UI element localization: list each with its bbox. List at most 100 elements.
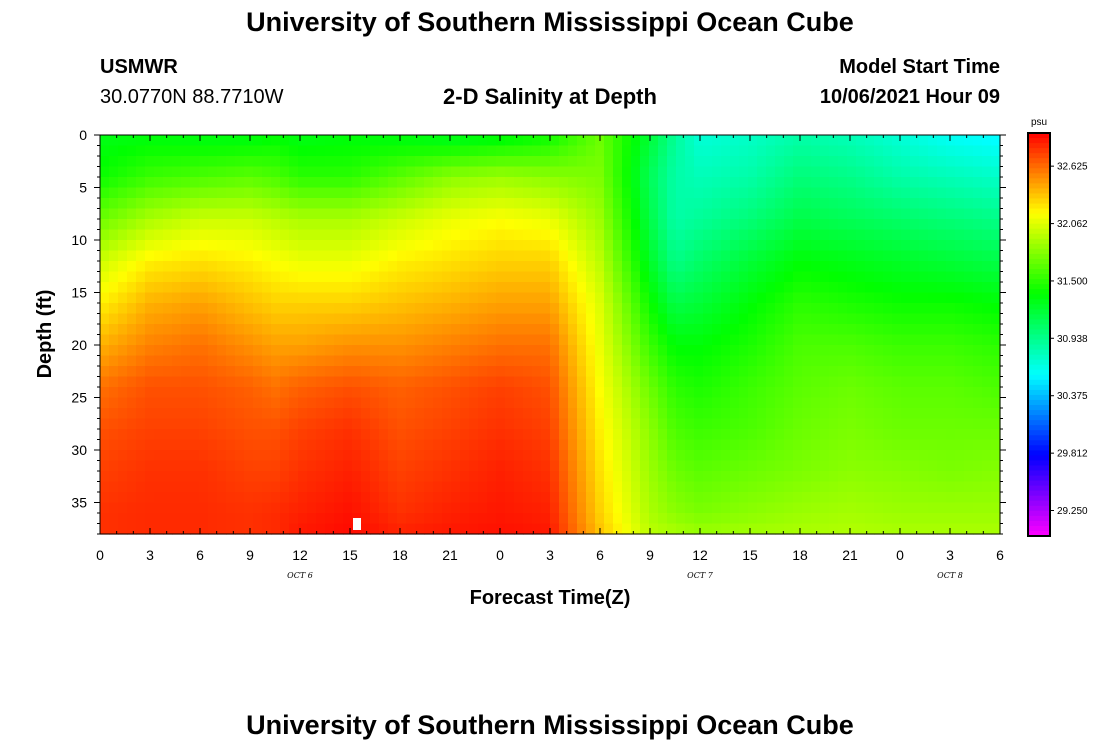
heatmap-cell xyxy=(370,250,380,262)
heatmap-cell xyxy=(199,408,209,420)
heatmap-cell xyxy=(973,513,983,525)
heatmap-cell xyxy=(964,334,974,346)
heatmap-cell xyxy=(631,408,641,420)
heatmap-cell xyxy=(271,408,281,420)
heatmap-cell xyxy=(433,229,443,241)
heatmap-cell xyxy=(730,229,740,241)
heatmap-cell xyxy=(334,523,344,535)
heatmap-cell xyxy=(586,282,596,294)
heatmap-cell xyxy=(199,439,209,451)
heatmap-cell xyxy=(163,324,173,336)
heatmap-cell xyxy=(469,397,479,409)
heatmap-cell xyxy=(352,418,362,430)
heatmap-cell xyxy=(901,229,911,241)
heatmap-cell xyxy=(208,471,218,483)
heatmap-cell xyxy=(964,376,974,388)
heatmap-cell xyxy=(982,135,992,147)
heatmap-cell xyxy=(955,345,965,357)
heatmap-cell xyxy=(838,156,848,168)
heatmap-cell xyxy=(397,208,407,220)
heatmap-cell xyxy=(298,271,308,283)
heatmap-cell xyxy=(343,240,353,252)
heatmap-cell xyxy=(271,471,281,483)
heatmap-cell xyxy=(136,166,146,178)
heatmap-cell xyxy=(649,145,659,157)
heatmap-cell xyxy=(352,471,362,483)
heatmap-cell xyxy=(622,145,632,157)
heatmap-cell xyxy=(640,177,650,189)
heatmap-cell xyxy=(982,513,992,525)
heatmap-cell xyxy=(748,145,758,157)
heatmap-cell xyxy=(586,387,596,399)
heatmap-cell xyxy=(550,292,560,304)
heatmap-cell xyxy=(199,145,209,157)
heatmap-cell xyxy=(838,145,848,157)
heatmap-cell xyxy=(739,397,749,409)
heatmap-cell xyxy=(271,429,281,441)
heatmap-cell xyxy=(964,502,974,514)
heatmap-cell xyxy=(136,513,146,525)
heatmap-cell xyxy=(199,187,209,199)
heatmap-cell xyxy=(199,345,209,357)
heatmap-cell xyxy=(919,177,929,189)
heatmap-cell xyxy=(514,313,524,325)
heatmap-cell xyxy=(298,418,308,430)
heatmap-cell xyxy=(514,387,524,399)
heatmap-cell xyxy=(829,187,839,199)
heatmap-cell xyxy=(946,376,956,388)
heatmap-cell xyxy=(478,187,488,199)
heatmap-cell xyxy=(271,292,281,304)
heatmap-cell xyxy=(550,334,560,346)
heatmap-cell xyxy=(784,387,794,399)
heatmap-cell xyxy=(307,313,317,325)
heatmap-cell xyxy=(910,418,920,430)
heatmap-cell xyxy=(712,439,722,451)
heatmap-cell xyxy=(388,460,398,472)
heatmap-cell xyxy=(559,387,569,399)
heatmap-cell xyxy=(514,250,524,262)
heatmap-cell xyxy=(199,418,209,430)
heatmap-cell xyxy=(469,271,479,283)
heatmap-cell xyxy=(145,408,155,420)
heatmap-cell xyxy=(487,303,497,315)
heatmap-cell xyxy=(892,198,902,210)
heatmap-cell xyxy=(478,429,488,441)
heatmap-cell xyxy=(451,387,461,399)
heatmap-cell xyxy=(100,187,110,199)
heatmap-cell xyxy=(757,460,767,472)
heatmap-cell xyxy=(433,282,443,294)
heatmap-cell xyxy=(838,313,848,325)
heatmap-cell xyxy=(217,208,227,220)
heatmap-cell xyxy=(775,324,785,336)
heatmap-cell xyxy=(595,156,605,168)
heatmap-cell xyxy=(523,292,533,304)
heatmap-cell xyxy=(892,303,902,315)
heatmap-cell xyxy=(793,156,803,168)
heatmap-cell xyxy=(415,187,425,199)
heatmap-cell xyxy=(514,513,524,525)
heatmap-cell xyxy=(199,387,209,399)
heatmap-cell xyxy=(793,177,803,189)
heatmap-cell xyxy=(433,145,443,157)
heatmap-cell xyxy=(505,387,515,399)
heatmap-cell xyxy=(469,166,479,178)
heatmap-cell xyxy=(658,345,668,357)
heatmap-cell xyxy=(181,345,191,357)
heatmap-cell xyxy=(550,198,560,210)
heatmap-cell xyxy=(388,439,398,451)
heatmap-cell xyxy=(658,219,668,231)
heatmap-cell xyxy=(928,492,938,504)
heatmap-cell xyxy=(883,502,893,514)
heatmap-cell xyxy=(343,177,353,189)
heatmap-cell xyxy=(523,492,533,504)
heatmap-cell xyxy=(226,450,236,462)
heatmap-cell xyxy=(658,282,668,294)
heatmap-cell xyxy=(658,313,668,325)
heatmap-cell xyxy=(847,135,857,147)
heatmap-cell xyxy=(604,397,614,409)
heatmap-cell xyxy=(595,219,605,231)
heatmap-cell xyxy=(208,450,218,462)
heatmap-cell xyxy=(577,366,587,378)
heatmap-cell xyxy=(316,502,326,514)
